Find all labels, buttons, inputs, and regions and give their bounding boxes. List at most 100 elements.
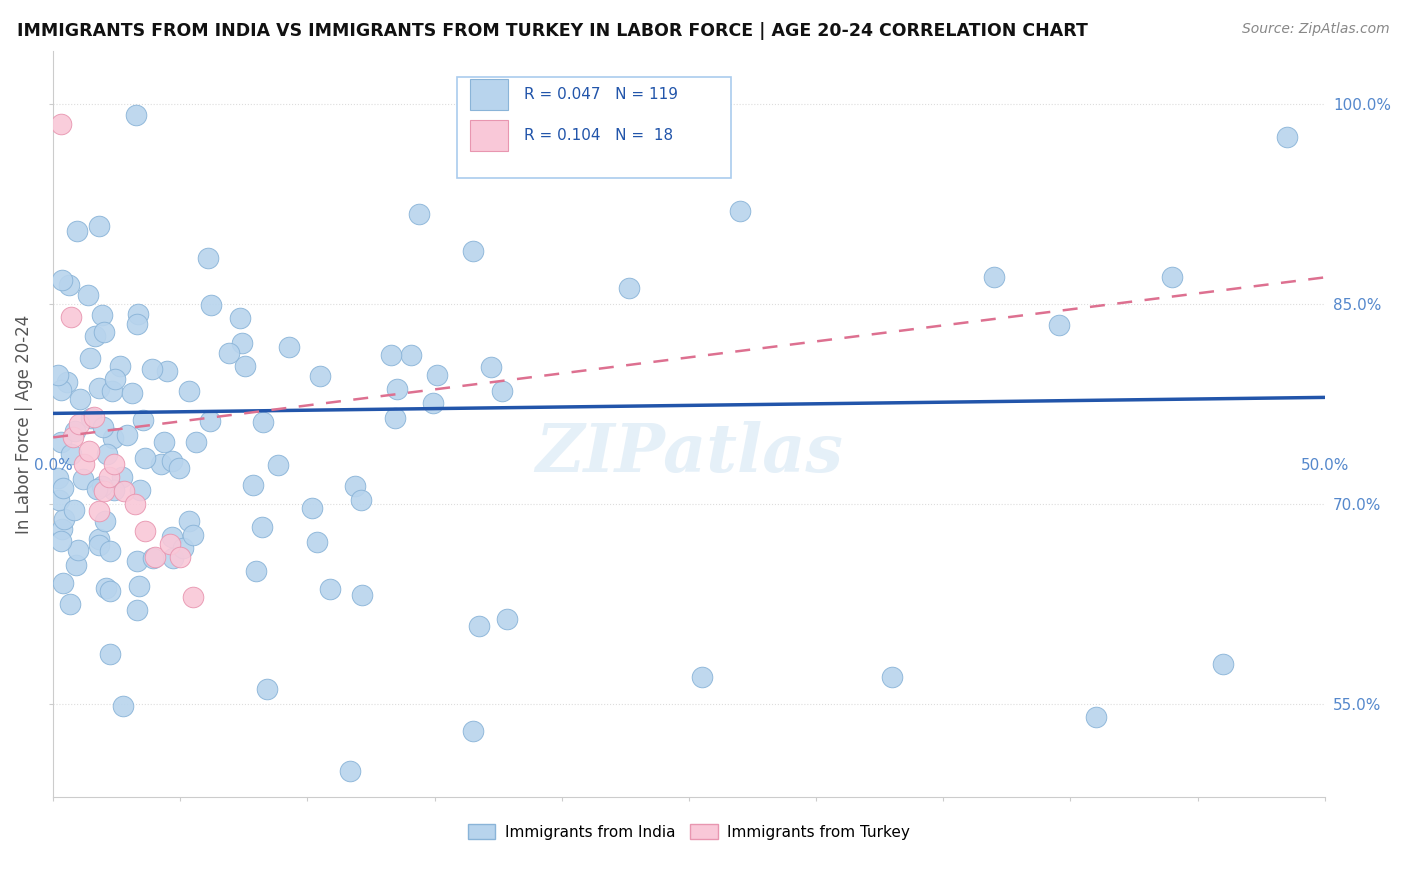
Point: [1212, 657, 1234, 672]
Y-axis label: In Labor Force | Age 20-24: In Labor Force | Age 20-24: [15, 315, 32, 533]
Point: [65, 424, 87, 438]
Point: [46, 368, 69, 382]
Point: [344, 479, 367, 493]
Point: [143, 550, 166, 565]
Point: [384, 411, 406, 425]
Point: [72, 472, 94, 486]
Point: [983, 270, 1005, 285]
Point: [129, 483, 152, 498]
Point: [89, 532, 111, 546]
Point: [162, 550, 184, 565]
Point: [318, 582, 340, 597]
Point: [98, 583, 121, 598]
Point: [94, 581, 117, 595]
Point: [49, 117, 72, 131]
Point: [67, 417, 90, 431]
Point: [77, 443, 100, 458]
Point: [63, 503, 86, 517]
Point: [350, 493, 373, 508]
Point: [385, 383, 408, 397]
Point: [49, 384, 72, 398]
Point: [307, 535, 329, 549]
Point: [162, 453, 184, 467]
Point: [72, 457, 94, 471]
Point: [461, 723, 484, 738]
Point: [1364, 683, 1386, 698]
Point: [62, 430, 84, 444]
Point: [1275, 130, 1298, 145]
Legend: Immigrants from India, Immigrants from Turkey: Immigrants from India, Immigrants from T…: [461, 818, 915, 846]
Point: [468, 619, 491, 633]
Point: [80, 411, 103, 425]
Point: [52, 512, 75, 526]
Text: R = 0.104   N =  18: R = 0.104 N = 18: [523, 128, 672, 144]
Point: [117, 427, 139, 442]
Point: [59, 310, 82, 325]
Point: [87, 219, 110, 233]
Point: [84, 328, 107, 343]
Point: [141, 362, 163, 376]
Point: [51, 273, 73, 287]
Point: [125, 554, 148, 568]
Point: [160, 530, 183, 544]
Text: 0.0%: 0.0%: [34, 458, 73, 473]
Point: [496, 612, 519, 626]
Text: ZIPatlas: ZIPatlas: [534, 421, 842, 486]
Text: Source: ZipAtlas.com: Source: ZipAtlas.com: [1241, 22, 1389, 37]
Point: [125, 603, 148, 617]
Point: [90, 479, 112, 493]
Point: [93, 483, 115, 498]
Point: [181, 591, 204, 605]
Point: [93, 325, 115, 339]
Point: [479, 359, 502, 374]
Point: [256, 681, 278, 696]
Point: [690, 670, 713, 684]
Point: [218, 345, 240, 359]
Point: [103, 457, 125, 471]
Point: [51, 522, 73, 536]
Point: [242, 477, 264, 491]
Point: [94, 514, 117, 528]
Point: [49, 434, 72, 449]
Point: [51, 534, 73, 549]
Point: [301, 501, 323, 516]
Point: [350, 589, 373, 603]
Point: [121, 386, 143, 401]
Point: [491, 384, 513, 399]
Point: [617, 281, 640, 295]
Point: [103, 483, 125, 497]
Point: [51, 481, 73, 495]
FancyBboxPatch shape: [470, 79, 509, 111]
Point: [59, 597, 82, 611]
Point: [1161, 270, 1184, 285]
Point: [169, 550, 191, 565]
Text: R = 0.047   N = 119: R = 0.047 N = 119: [523, 87, 678, 103]
Point: [149, 457, 172, 471]
FancyBboxPatch shape: [470, 120, 509, 152]
Point: [52, 576, 75, 591]
Point: [308, 369, 330, 384]
Point: [461, 244, 484, 258]
Point: [90, 308, 112, 322]
Point: [134, 524, 156, 538]
Point: [172, 541, 194, 555]
Point: [101, 384, 124, 399]
Point: [728, 203, 751, 218]
Point: [152, 434, 174, 449]
Point: [104, 372, 127, 386]
Point: [111, 470, 134, 484]
Point: [127, 307, 149, 321]
Text: IMMIGRANTS FROM INDIA VS IMMIGRANTS FROM TURKEY IN LABOR FORCE | AGE 20-24 CORRE: IMMIGRANTS FROM INDIA VS IMMIGRANTS FROM…: [17, 22, 1088, 40]
Point: [339, 764, 361, 778]
FancyBboxPatch shape: [457, 77, 731, 178]
Point: [98, 648, 121, 662]
Point: [56, 375, 79, 389]
Point: [252, 415, 274, 429]
Point: [177, 384, 200, 399]
Point: [228, 311, 250, 326]
Point: [200, 298, 222, 312]
Point: [48, 493, 70, 508]
Point: [86, 482, 108, 496]
Point: [197, 252, 219, 266]
Point: [60, 447, 83, 461]
